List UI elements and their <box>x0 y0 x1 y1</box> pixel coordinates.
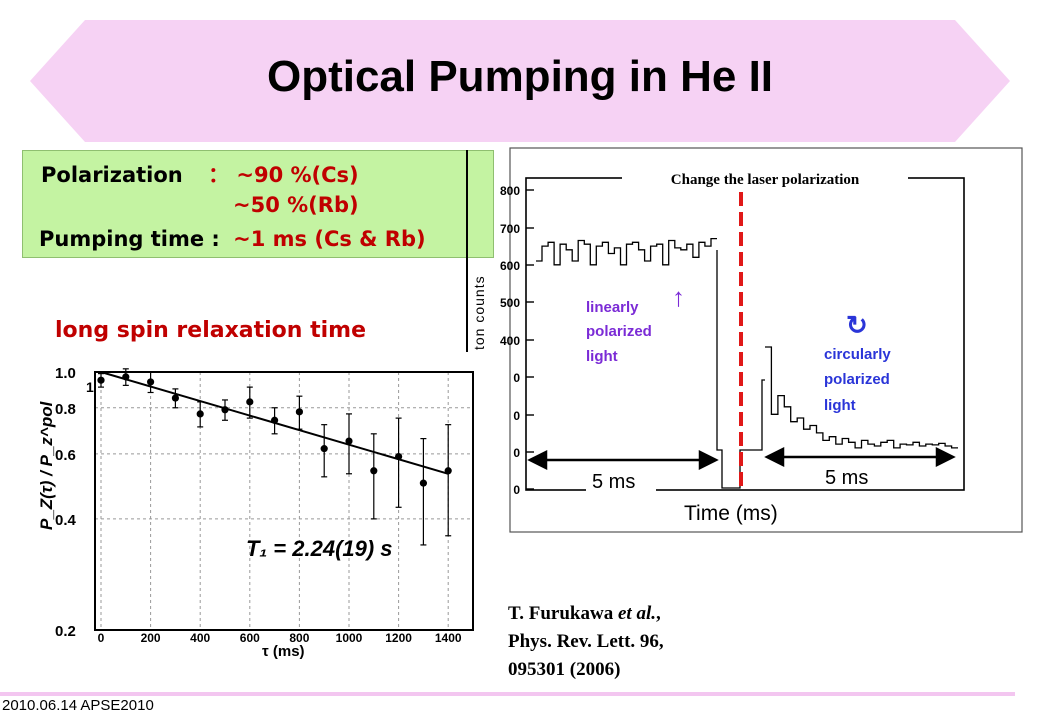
x-tick-label: 800 <box>289 631 309 645</box>
right-span-arrowhead-left <box>764 446 785 468</box>
linear-label-line2: polarized <box>586 323 652 340</box>
rb-polarization-value: ~50 %(Rb) <box>233 193 359 217</box>
legend-top-box <box>622 160 908 190</box>
footer-divider <box>0 692 1015 696</box>
data-point <box>97 376 105 384</box>
data-point <box>444 467 452 475</box>
polarization-separator: ： <box>208 163 230 187</box>
data-point <box>122 373 130 381</box>
linear-arrow-icon: ↑ <box>672 282 685 312</box>
pumping-time-value: ~1 ms (Cs & Rb) <box>233 227 426 251</box>
data-point <box>370 467 378 475</box>
data-point <box>345 437 353 445</box>
counts-y-tick-label: 800 <box>500 184 520 198</box>
data-point <box>271 416 279 424</box>
pumping-time-label: Pumping time : <box>39 227 220 251</box>
x-tick-label: 1000 <box>336 631 363 645</box>
linear-label-line1: linearly <box>586 299 639 316</box>
relaxation-label: long spin relaxation time <box>55 318 367 343</box>
data-point <box>171 394 179 402</box>
counts-y-tick-label: 700 <box>500 222 520 236</box>
title-banner <box>30 20 1010 142</box>
polarization-label: Polarization <box>41 163 183 187</box>
cs-polarization-value: ~90 %(Cs) <box>236 163 359 187</box>
linear-label-line3: light <box>586 348 618 365</box>
footer-text: 2010.06.14 APSE2010 <box>2 697 154 714</box>
right-span-label-box <box>818 463 888 489</box>
counts-y-tick-label: 0 <box>513 483 520 497</box>
circular-label-line1: circularly <box>824 346 891 363</box>
data-point <box>246 398 254 406</box>
legend-top-text: Change the laser polarization <box>671 172 860 188</box>
relaxation-plot-frame <box>94 371 474 631</box>
left-span-arrowhead-right <box>698 449 719 471</box>
left-span-label-box <box>586 466 656 492</box>
fit-start-label: 1 <box>86 379 94 395</box>
x-tick-label: 600 <box>240 631 260 645</box>
data-point <box>419 479 427 487</box>
counts-y-tick-label: 400 <box>500 334 520 348</box>
counts-y-tick-label: 0 <box>513 371 520 385</box>
circular-label-box <box>818 338 928 418</box>
reference-journal: Phys. Rev. Lett. 96, <box>508 631 664 652</box>
slide-title: Optical Pumping in He II <box>266 52 774 101</box>
data-point <box>147 378 155 386</box>
counts-y-tick-label: 0 <box>513 446 520 460</box>
data-point <box>295 408 303 416</box>
x-tick-label: 0 <box>98 631 105 645</box>
y-tick-label: 0.4 <box>55 512 77 529</box>
counts-y-tick-label: 500 <box>500 296 520 310</box>
linear-label-box <box>578 290 690 368</box>
data-point <box>320 445 328 453</box>
relaxation-x-axis-label: τ (ms) <box>262 643 305 660</box>
counts-y-axis-label: ton counts <box>471 275 487 350</box>
circular-label-line3: light <box>824 397 856 414</box>
right-span-label: 5 ms <box>825 467 868 489</box>
t1-annotation: T₁ = 2.24(19) s <box>246 536 393 561</box>
transition-trace <box>716 250 765 489</box>
y-tick-label: 0.6 <box>55 447 76 464</box>
right-span-arrowhead-right <box>935 446 956 468</box>
counts-x-label-box <box>678 496 814 528</box>
x-tick-label: 1200 <box>385 631 412 645</box>
linear-polarization-trace <box>536 237 717 266</box>
data-point <box>196 410 204 418</box>
reference-etal: et al. <box>617 603 656 624</box>
x-tick-label: 400 <box>190 631 210 645</box>
reference-citation: T. Furukawa et al., Phys. Rev. Lett. 96,… <box>508 600 664 684</box>
y-tick-label: 0.2 <box>55 623 76 640</box>
left-span-label: 5 ms <box>592 471 635 493</box>
counts-y-tick-label: 0 <box>513 409 520 423</box>
data-point <box>221 406 229 414</box>
left-span-arrowhead-left <box>527 449 548 471</box>
circular-polarization-trace <box>765 346 958 449</box>
relaxation-y-axis-label: P_Z(τ) / P_z^pol <box>37 400 56 530</box>
circular-label-line2: polarized <box>824 371 890 388</box>
x-tick-label: 1400 <box>435 631 462 645</box>
reference-author: T. Furukawa <box>508 603 618 624</box>
circular-arrow-icon: ↻ <box>846 310 868 340</box>
y-tick-label: 0.8 <box>55 401 76 418</box>
data-point <box>395 452 403 461</box>
counts-y-tick-label: 600 <box>500 259 520 273</box>
reference-comma: , <box>655 603 661 624</box>
counts-x-axis-label: Time (ms) <box>684 502 778 525</box>
polarization-info-box: Polarization ： ~90 %(Cs) ~50 %(Rb) Pumpi… <box>22 150 494 258</box>
x-tick-label: 200 <box>141 631 161 645</box>
y-tick-label: 1.0 <box>55 365 76 382</box>
reference-number: 095301 (2006) <box>508 659 621 680</box>
